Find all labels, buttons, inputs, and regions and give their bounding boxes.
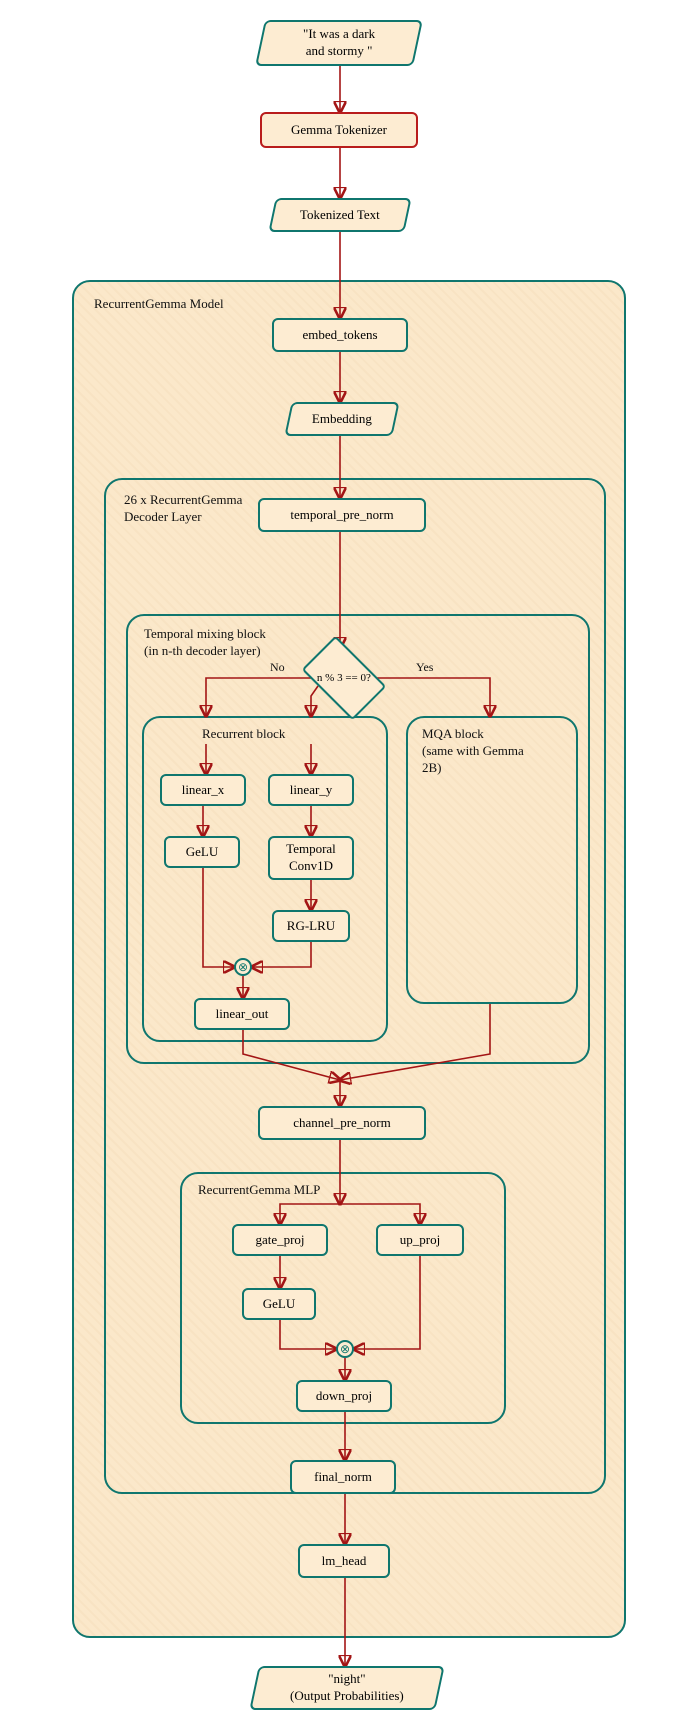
edge-label-yes: Yes: [416, 660, 433, 675]
node-liny-label: linear_y: [290, 782, 333, 799]
node-gatep-label: gate_proj: [255, 1232, 304, 1249]
op-multiply-2: ⊗: [336, 1340, 354, 1358]
node-linx-label: linear_x: [182, 782, 225, 799]
node-liny: linear_y: [268, 774, 354, 806]
node-cpn-label: channel_pre_norm: [293, 1115, 390, 1132]
node-cpn: channel_pre_norm: [258, 1106, 426, 1140]
group-temporal-label: Temporal mixing block (in n-th decoder l…: [144, 626, 266, 660]
node-finorm-label: final_norm: [314, 1469, 372, 1486]
node-linout-label: linear_out: [216, 1006, 269, 1023]
node-gelu1: GeLU: [164, 836, 240, 868]
node-linx: linear_x: [160, 774, 246, 806]
diagram-container: RecurrentGemma Model 26 x RecurrentGemma…: [0, 0, 680, 1721]
group-decoder-label: 26 x RecurrentGemma Decoder Layer: [124, 492, 242, 526]
group-model-label: RecurrentGemma Model: [94, 296, 224, 313]
node-downp-label: down_proj: [316, 1388, 372, 1405]
node-embed-label: embed_tokens: [302, 327, 377, 344]
node-conv1d-label: Temporal Conv1D: [286, 841, 336, 875]
op-mul2-symbol: ⊗: [340, 1342, 350, 1357]
node-toktext-label: Tokenized Text: [300, 207, 380, 224]
node-toktext: Tokenized Text: [268, 198, 411, 232]
node-conv1d: Temporal Conv1D: [268, 836, 354, 880]
node-gelu2: GeLU: [242, 1288, 316, 1320]
node-embedding: Embedding: [284, 402, 399, 436]
node-gelu2-label: GeLU: [263, 1296, 296, 1313]
node-downp: down_proj: [296, 1380, 392, 1412]
edge-label-no: No: [270, 660, 285, 675]
node-tokenizer-label: Gemma Tokenizer: [291, 122, 387, 139]
node-embedding-label: Embedding: [312, 411, 372, 428]
node-gatep: gate_proj: [232, 1224, 328, 1256]
node-tpn-label: temporal_pre_norm: [290, 507, 393, 524]
node-input-label: "It was a dark and stormy ": [303, 26, 375, 60]
node-tpn: temporal_pre_norm: [258, 498, 426, 532]
node-lmhead: lm_head: [298, 1544, 390, 1578]
node-output: "night" (Output Probabilities): [249, 1666, 444, 1710]
node-tokenizer: Gemma Tokenizer: [260, 112, 418, 148]
group-mlp-label: RecurrentGemma MLP: [198, 1182, 320, 1199]
node-finorm: final_norm: [290, 1460, 396, 1494]
node-decision-label: n % 3 == 0?: [317, 671, 371, 685]
group-mqa: MQA block (same with Gemma 2B): [406, 716, 578, 1004]
node-output-label: "night" (Output Probabilities): [290, 1671, 404, 1705]
node-rglru-label: RG-LRU: [287, 918, 335, 935]
node-lmhead-label: lm_head: [322, 1553, 367, 1570]
group-mqa-label: MQA block (same with Gemma 2B): [422, 726, 524, 777]
node-input: "It was a dark and stormy ": [255, 20, 423, 66]
node-linout: linear_out: [194, 998, 290, 1030]
node-rglru: RG-LRU: [272, 910, 350, 942]
node-upp: up_proj: [376, 1224, 464, 1256]
node-gelu1-label: GeLU: [186, 844, 219, 861]
node-upp-label: up_proj: [400, 1232, 440, 1249]
op-mul1-symbol: ⊗: [238, 960, 248, 975]
node-embed: embed_tokens: [272, 318, 408, 352]
group-recurrent-label: Recurrent block: [202, 726, 285, 743]
op-multiply-1: ⊗: [234, 958, 252, 976]
